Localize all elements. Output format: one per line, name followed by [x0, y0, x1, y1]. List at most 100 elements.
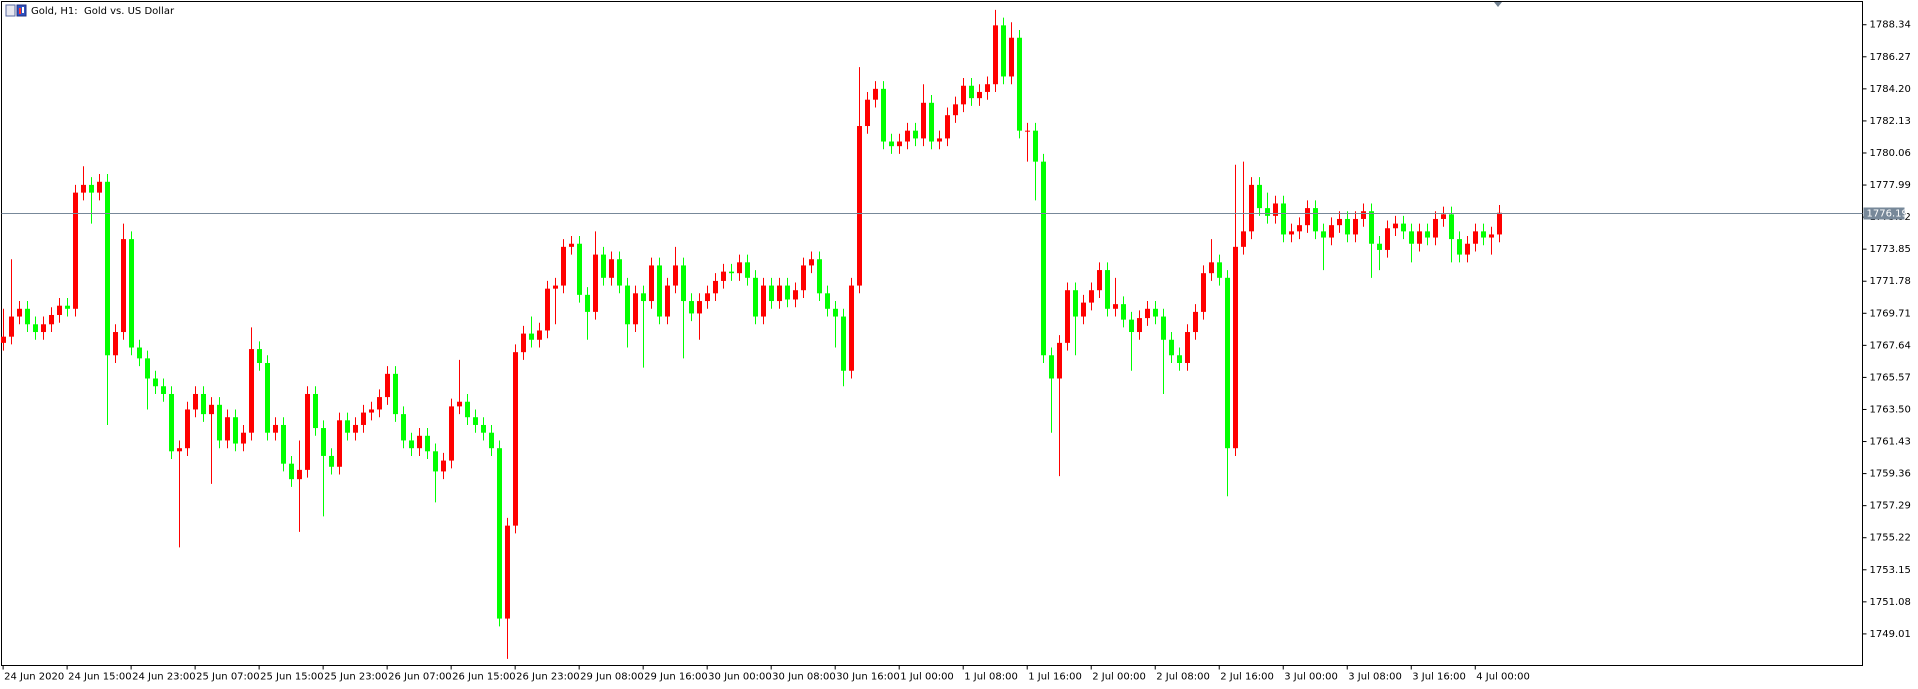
candle-body	[1457, 239, 1462, 255]
candle-body	[1201, 273, 1206, 312]
candle-body	[793, 290, 798, 300]
x-tick-label: 26 Jun 07:00	[388, 672, 452, 683]
candle-body	[1305, 208, 1310, 226]
candle-body	[689, 301, 694, 314]
candle-body	[1465, 243, 1470, 255]
y-tick-label: 1777.99	[1870, 180, 1911, 191]
candle-body	[1129, 319, 1134, 333]
candle-body	[425, 435, 430, 452]
candle-body	[817, 259, 822, 294]
candle-body	[225, 417, 230, 441]
candle-body	[185, 409, 190, 449]
candle-body	[969, 85, 974, 99]
candle-body	[857, 126, 862, 286]
candle-body	[249, 349, 254, 433]
candle-body	[81, 184, 86, 193]
candle-body	[681, 265, 686, 302]
shift-marker	[1494, 2, 1502, 7]
candle-body	[1345, 218, 1350, 235]
candle-body	[1289, 231, 1294, 235]
x-tick-label: 1 Jul 00:00	[900, 672, 954, 683]
candle-body	[753, 277, 758, 317]
symbol-icon	[5, 4, 27, 17]
candle-body	[505, 525, 510, 619]
candle-body	[353, 424, 358, 433]
y-tick-label: 1753.15	[1870, 565, 1911, 576]
x-tick-label: 1 Jul 08:00	[964, 672, 1018, 683]
candle-body	[825, 293, 830, 309]
candle-body	[1257, 184, 1262, 209]
y-tick-label: 1786.27	[1870, 52, 1911, 63]
candle-body	[1217, 262, 1222, 278]
candle-body	[801, 265, 806, 291]
candle-body	[761, 285, 766, 317]
y-tick-label: 1788.34	[1870, 20, 1911, 31]
current-price-label: 1776.19	[1867, 209, 1908, 220]
candle-body	[465, 401, 470, 418]
candle-body	[513, 352, 518, 526]
candle-body	[545, 288, 550, 331]
candle-body	[193, 393, 198, 410]
candle-body	[1105, 270, 1110, 309]
candle-body	[1177, 355, 1182, 364]
y-tick-label: 1782.13	[1870, 116, 1911, 127]
candle-body	[769, 285, 774, 302]
x-tick-label: 2 Jul 08:00	[1156, 672, 1210, 683]
candle-body	[273, 424, 278, 433]
candle-body	[89, 184, 94, 193]
candle-body	[833, 308, 838, 317]
x-tick-label: 2 Jul 00:00	[1092, 672, 1146, 683]
candle-body	[57, 305, 62, 315]
y-tick-label: 1767.64	[1870, 340, 1911, 351]
candle-body	[537, 330, 542, 340]
candle-body	[657, 265, 662, 317]
current-price-box	[1863, 207, 1905, 220]
candle-body	[1233, 246, 1238, 449]
candle-body	[921, 102, 926, 139]
candle-body	[1401, 223, 1406, 232]
candle-body	[449, 406, 454, 461]
candle-body	[1225, 277, 1230, 449]
candle-body	[889, 141, 894, 147]
candle-body	[1089, 290, 1094, 303]
candle-body	[553, 285, 558, 289]
candle-body	[1273, 203, 1278, 216]
candle-body	[1489, 234, 1494, 238]
x-tick-label: 30 Jun 00:00	[708, 672, 772, 683]
candle-body	[1481, 231, 1486, 238]
candle-body	[1353, 218, 1358, 235]
plot-frame	[1, 1, 1863, 666]
candle-body	[1073, 290, 1078, 317]
candle-body	[1417, 231, 1422, 244]
candle-body	[441, 460, 446, 472]
candle-body	[713, 280, 718, 294]
candle-body	[153, 378, 158, 387]
candle-body	[1369, 211, 1374, 244]
x-tick-label: 29 Jun 16:00	[644, 672, 708, 683]
candle-body	[1153, 308, 1158, 317]
candle-body	[1137, 318, 1142, 333]
candle-body	[1337, 218, 1342, 226]
candle-body	[737, 262, 742, 274]
candle-body	[1065, 290, 1070, 343]
candle-body	[337, 420, 342, 467]
candle-body	[1497, 212, 1502, 235]
candle-body	[161, 386, 166, 394]
x-tick-label: 26 Jun 23:00	[516, 672, 580, 683]
candle-body	[281, 424, 286, 464]
candle-body	[201, 393, 206, 415]
candle-body	[1265, 208, 1270, 216]
candle-body	[913, 130, 918, 139]
candle-body	[977, 91, 982, 99]
candle-body	[1009, 37, 1014, 77]
candle-body	[1313, 208, 1318, 232]
candle-body	[529, 333, 534, 340]
candle-body	[1169, 339, 1174, 356]
candle-body	[1297, 225, 1302, 232]
candle-body	[1241, 231, 1246, 247]
candle-body	[289, 463, 294, 480]
candle-body	[1081, 302, 1086, 317]
candle-body	[121, 239, 126, 333]
